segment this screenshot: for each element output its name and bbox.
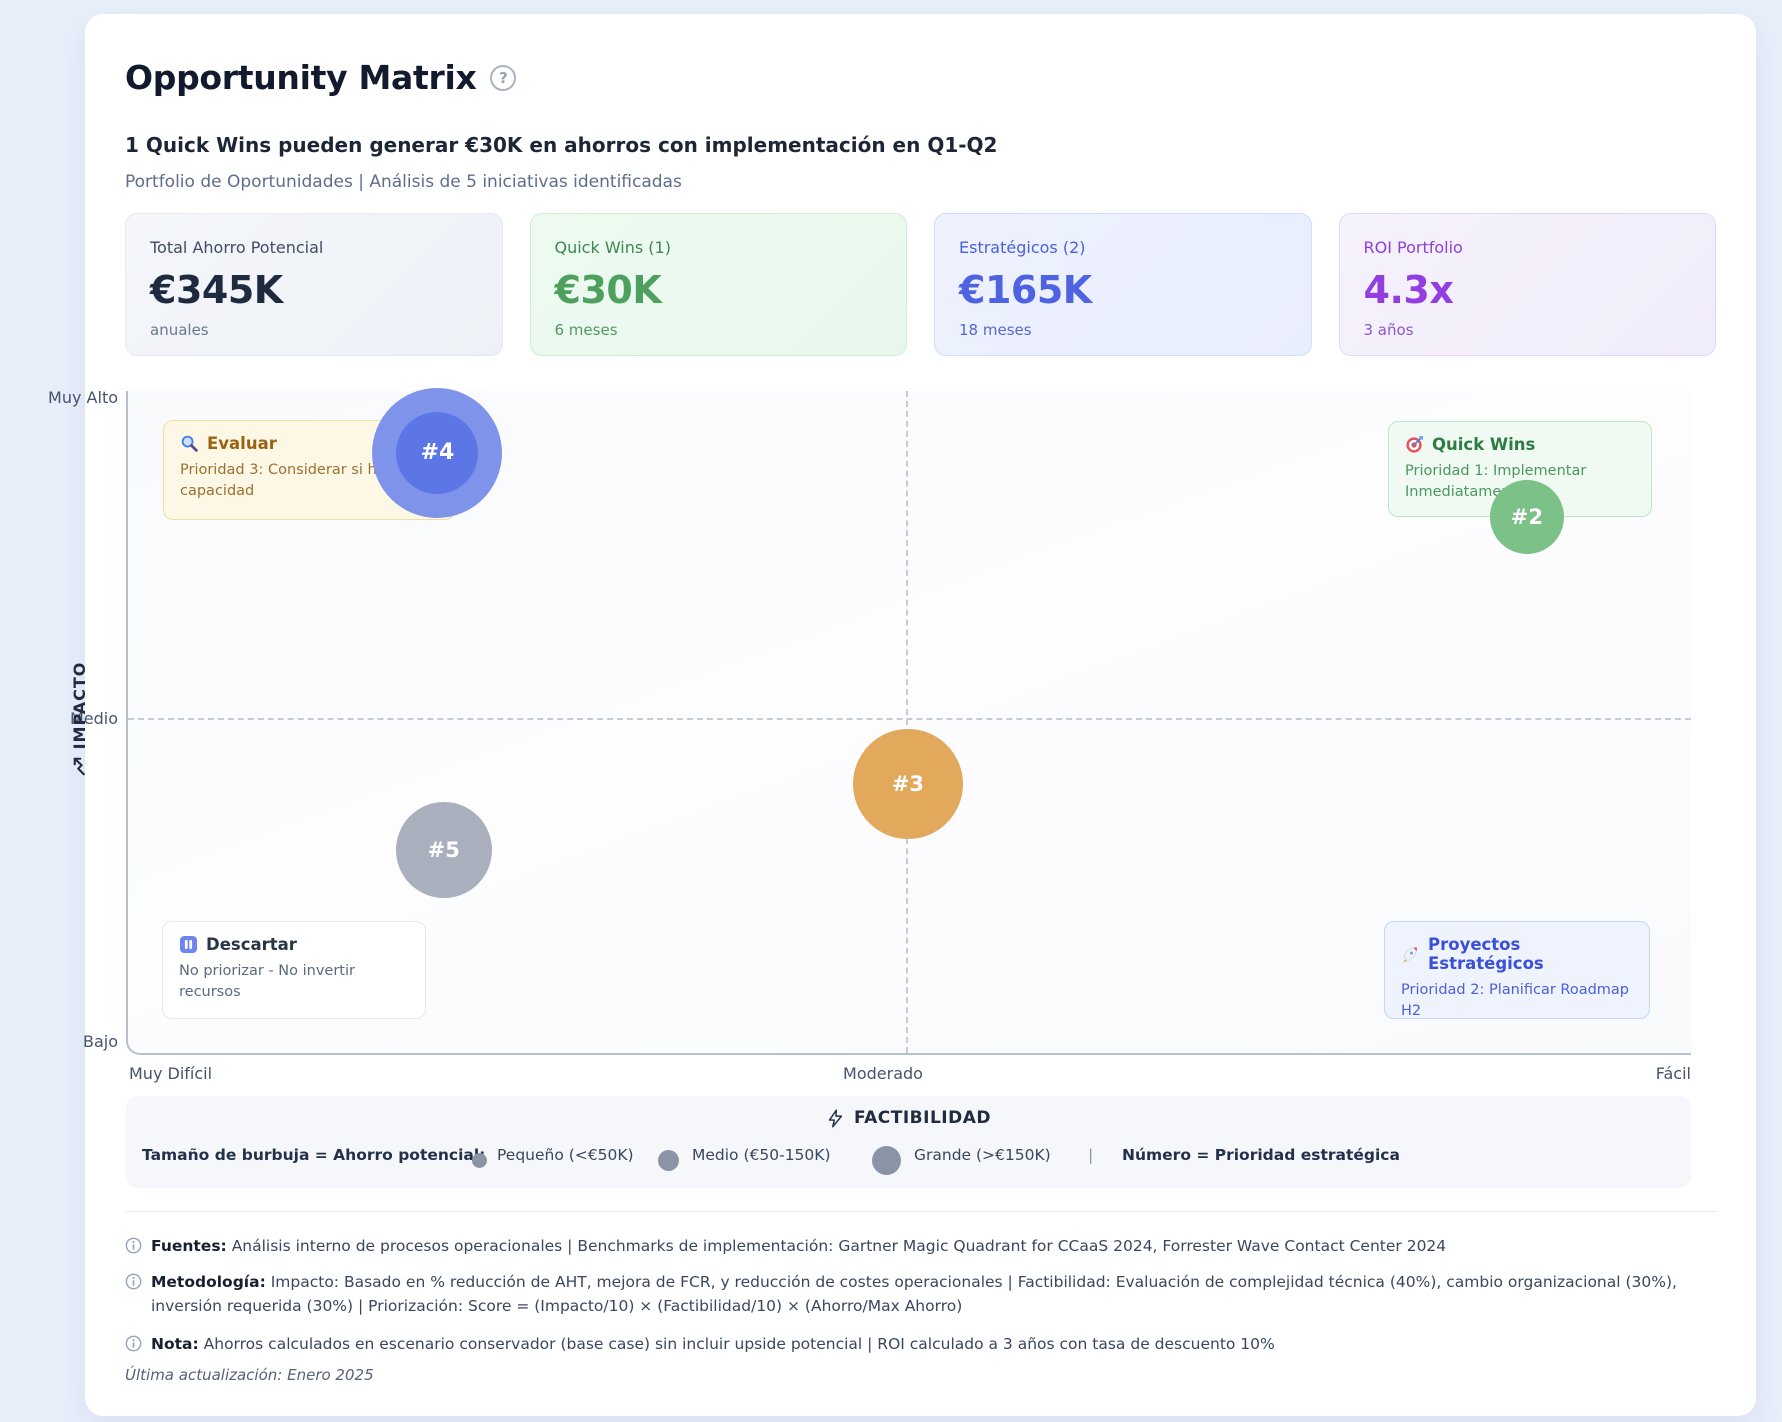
footer-divider — [125, 1211, 1716, 1212]
x-tick-muy-dificil: Muy Difícil — [129, 1064, 213, 1083]
headline: 1 Quick Wins pueden generar €30K en ahor… — [125, 133, 998, 157]
x-tick-facil: Fácil — [1655, 1064, 1691, 1083]
y-tick-bajo: Bajo — [82, 1032, 118, 1051]
note-fuentes: Fuentes: Análisis interno de procesos op… — [125, 1234, 1700, 1258]
header: Opportunity Matrix ? — [125, 58, 517, 97]
info-icon — [125, 1273, 142, 1290]
bubble-3[interactable]: #3 — [852, 728, 963, 839]
stats-row: Total Ahorro Potencial €345K anuales Qui… — [125, 213, 1716, 356]
quadrant-title: Evaluar — [207, 434, 277, 453]
legend-small-label: Pequeño (<€50K) — [497, 1146, 634, 1164]
stat-value: €30K — [554, 268, 662, 312]
lightning-icon — [828, 1108, 843, 1128]
y-axis-title: IMPACTO — [66, 639, 92, 799]
quadrant-text: No priorizar - No invertir recursos — [179, 963, 355, 1000]
x-axis-title-text: FACTIBILIDAD — [853, 1108, 992, 1128]
portfolio-subtitle: Portfolio de Oportunidades | Análisis de… — [125, 172, 682, 192]
help-icon[interactable]: ? — [490, 64, 517, 91]
crosshair-vertical — [906, 391, 909, 1053]
quadrant-text: Prioridad 2: Planificar Roadmap H2 — [1401, 982, 1629, 1019]
stat-value: €345K — [150, 268, 283, 312]
last-update: Última actualización: Enero 2025 — [125, 1366, 374, 1384]
quadrant-proyectos-estrategicos: Proyectos Estratégicos Prioridad 2: Plan… — [1384, 921, 1650, 1019]
note-text: Impacto: Basado en % reducción de AHT, m… — [151, 1273, 1677, 1315]
info-icon — [125, 1237, 142, 1254]
stat-label: ROI Portfolio — [1363, 238, 1463, 257]
quadrant-title: Proyectos Estratégicos — [1428, 935, 1544, 973]
magnifier-icon — [181, 435, 198, 452]
crosshair-horizontal — [128, 718, 1691, 721]
stat-value: 4.3x — [1363, 268, 1454, 312]
note-label: Nota: — [151, 1335, 199, 1353]
note-text: Ahorros calculados en escenario conserva… — [203, 1335, 1275, 1353]
opportunity-matrix-card: Opportunity Matrix ? 1 Quick Wins pueden… — [48, 14, 1756, 1416]
bubble-4[interactable]: #4 — [372, 387, 503, 518]
stat-label: Total Ahorro Potencial — [150, 238, 324, 257]
legend-divider: | — [1088, 1146, 1094, 1164]
stat-card-quick-wins: Quick Wins (1) €30K 6 meses — [529, 213, 907, 356]
stat-sub: 18 meses — [959, 321, 1032, 339]
legend-size-label: Tamaño de burbuja = Ahorro potencial: — [142, 1146, 486, 1164]
stat-card-estrategicos: Estratégicos (2) €165K 18 meses — [934, 213, 1312, 356]
note-metodologia: Metodología: Impacto: Basado en % reducc… — [125, 1270, 1700, 1318]
stat-label: Quick Wins (1) — [554, 238, 671, 257]
note-label: Metodología: — [151, 1273, 266, 1291]
legend-bar: FACTIBILIDAD Tamaño de burbuja = Ahorro … — [126, 1096, 1691, 1188]
bubble-size-medium-icon — [658, 1150, 679, 1171]
y-tick-muy-alto: Muy Alto — [48, 388, 118, 407]
note-text: Análisis interno de procesos operacional… — [231, 1237, 1447, 1255]
rocket-icon — [1402, 946, 1418, 963]
note-label: Fuentes: — [151, 1237, 227, 1255]
stat-value: €165K — [959, 268, 1092, 312]
legend-row: Tamaño de burbuja = Ahorro potencial: Pe… — [126, 1142, 1691, 1175]
bubble-4-core: #4 — [396, 411, 479, 494]
bubble-2[interactable]: #2 — [1489, 479, 1564, 554]
y-tick-medio: Medio — [69, 709, 118, 728]
legend-large-label: Grande (>€150K) — [914, 1146, 1051, 1164]
x-tick-moderado: Moderado — [843, 1064, 923, 1083]
stat-sub: 3 años — [1363, 321, 1414, 339]
x-axis-title: FACTIBILIDAD — [126, 1108, 1691, 1128]
quadrant-title: Descartar — [206, 935, 297, 954]
y-axis-title-text: IMPACTO — [69, 661, 89, 750]
stat-card-roi-portfolio: ROI Portfolio 4.3x 3 años — [1338, 213, 1716, 356]
stat-card-total-ahorro: Total Ahorro Potencial €345K anuales — [125, 213, 503, 356]
target-icon — [1406, 435, 1424, 453]
quadrant-text: Prioridad 3: Considerar si hay capacidad — [180, 462, 395, 499]
bubble-size-small-icon — [472, 1153, 487, 1168]
quadrant-descartar: Descartar No priorizar - No invertir rec… — [162, 921, 426, 1019]
trending-up-icon — [73, 758, 85, 776]
note-nota: Nota: Ahorros calculados en escenario co… — [125, 1332, 1700, 1356]
stat-sub: 6 meses — [554, 321, 618, 339]
legend-medium-label: Medio (€50-150K) — [692, 1146, 831, 1164]
info-icon — [125, 1335, 142, 1352]
quadrant-title: Quick Wins — [1432, 435, 1536, 454]
stat-sub: anuales — [150, 321, 209, 339]
bubble-size-large-icon — [872, 1146, 901, 1175]
pause-icon — [179, 935, 198, 954]
bubble-5[interactable]: #5 — [395, 802, 492, 899]
page-title: Opportunity Matrix — [125, 58, 477, 97]
stat-label: Estratégicos (2) — [959, 238, 1086, 257]
legend-number-label: Número = Prioridad estratégica — [1122, 1146, 1400, 1164]
